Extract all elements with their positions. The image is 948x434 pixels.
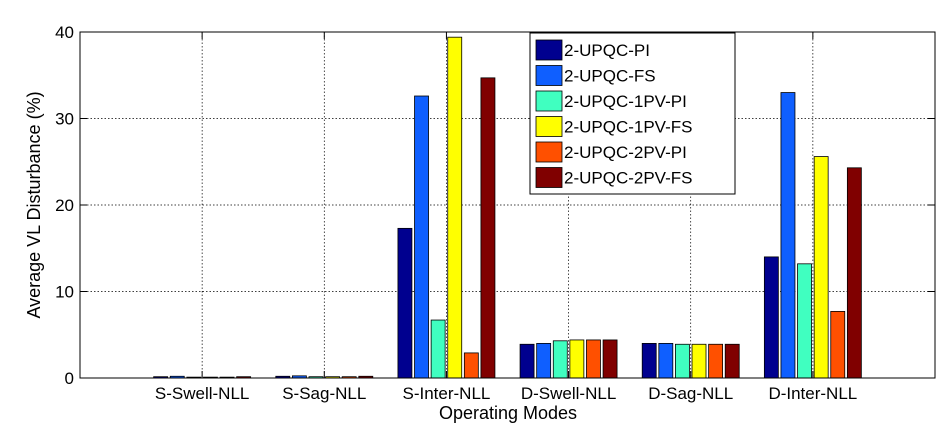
bar [658,342,674,379]
legend-swatch [535,65,563,86]
bar [414,95,429,379]
bar [797,263,812,379]
legend-swatch [535,39,563,61]
bar [552,340,568,379]
bar [480,77,496,379]
legend-swatch [535,116,563,137]
legend-swatch [535,167,563,188]
legend-label: 2-UPQC-1PV-FS [564,118,692,137]
legend: 2-UPQC-PI 2-UPQC-FS 2-UPQC-1PV-PI 2-UPQC-1P… [529,32,736,195]
bar [536,342,552,379]
bar [724,343,740,379]
bar [830,310,846,379]
bar [463,352,479,379]
y-tick-label: 10 [55,283,74,302]
y-tick-label: 40 [55,23,74,42]
bar [675,343,690,379]
bar [602,339,618,379]
x-axis-label: Operating Modes [439,403,577,423]
y-tick-label: 30 [55,110,74,129]
legend-label: 2-UPQC-2PV-PI [564,143,687,162]
legend-label: 2-UPQC-FS [564,67,656,86]
bar [691,343,707,379]
legend-swatch [535,141,563,163]
bar [519,343,535,379]
bar [846,167,862,379]
axis-ticks: 0 10 20 30 40 S-Swell-NLL S-Sag-NLL S-Inter-NLL… [55,23,935,403]
bar [813,156,829,379]
bar [780,92,796,379]
legend-box [529,32,736,195]
bar [430,319,446,379]
bar [641,342,657,379]
x-tick-label: D-Inter-NLL [768,384,857,403]
legend-swatch [535,90,563,112]
bar [569,339,585,379]
x-tick-label: S-Inter-NLL [402,384,490,403]
legend-label: 2-UPQC-1PV-PI [564,92,687,111]
x-tick-label: D-Swell-NLL [521,384,616,403]
bar [586,339,601,379]
bar [447,36,463,379]
y-tick-label: 20 [55,196,74,215]
grid-lines [80,32,935,378]
bars [153,36,862,379]
bar [708,343,724,379]
bar [763,256,779,379]
bar [397,227,413,379]
x-tick-label: D-Sag-NLL [648,384,733,403]
y-axis-label: Average VL Disturbance (%) [24,91,44,318]
legend-label: 2-UPQC-PI [564,41,650,60]
legend-label: 2-UPQC-2PV-FS [564,169,692,188]
x-tick-label: S-Swell-NLL [155,384,249,403]
x-tick-label: S-Sag-NLL [282,384,366,403]
y-tick-label: 0 [65,369,74,388]
